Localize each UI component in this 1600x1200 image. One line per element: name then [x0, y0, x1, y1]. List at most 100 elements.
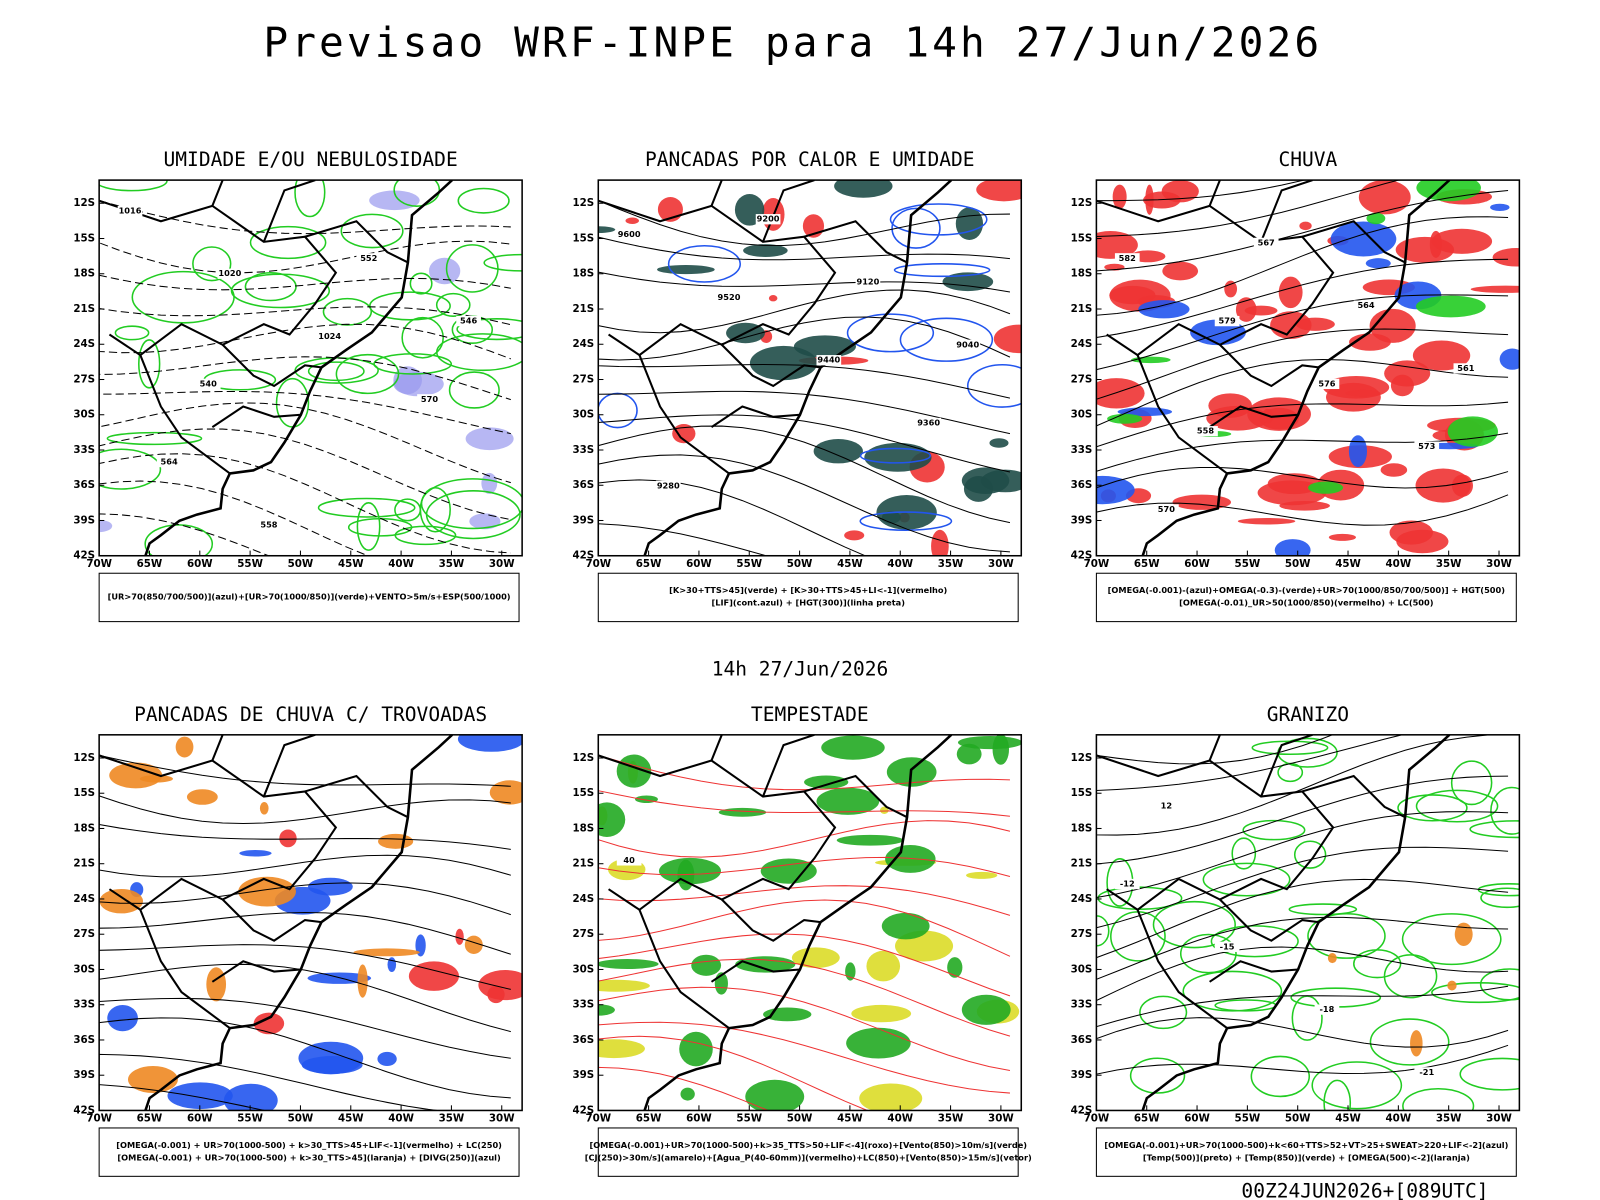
contour-label: 1016: [119, 205, 142, 215]
lon-label: 35W: [938, 1113, 964, 1125]
lon-label: 30W: [1486, 1113, 1512, 1125]
streamline: [598, 385, 1011, 435]
lon-label: 35W: [1436, 1113, 1462, 1125]
legend-text: [K>30+TTS>45](verde) + [K>30+TTS>45+LI<-…: [669, 585, 947, 595]
lat-label: 12S: [572, 197, 594, 209]
shading: [1117, 407, 1173, 417]
contour: [859, 511, 953, 531]
contour: [1202, 862, 1291, 897]
legend-text: [OMEGA(-0.001)+UR>70(1000-500)+k>35_TTS>…: [589, 1140, 1027, 1150]
shading: [167, 1082, 233, 1110]
label-bg: [217, 268, 243, 279]
lon-label: 65W: [636, 1113, 662, 1125]
shading: [206, 967, 227, 1002]
streamline: [99, 1084, 267, 1111]
shading: [804, 775, 849, 789]
border: [721, 344, 821, 388]
border: [761, 734, 815, 797]
shading: [598, 802, 626, 837]
legend-text: [LIF](cont.azul) + [HGT(300)](linha pret…: [711, 598, 905, 608]
streamline: [1096, 432, 1509, 479]
lat-label: 33S: [73, 999, 95, 1011]
label-bg: [1253, 237, 1279, 249]
border: [211, 734, 224, 761]
lat-label: 21S: [572, 303, 594, 315]
shading: [1328, 533, 1356, 541]
contour: [1323, 1079, 1352, 1111]
contour-label: 576: [1318, 378, 1335, 388]
contour-label: 9360: [917, 417, 940, 427]
lat-label: 42S: [1071, 550, 1093, 562]
streamline: [99, 817, 511, 850]
lat-label: 39S: [73, 514, 95, 526]
lon-label: 50W: [288, 1113, 314, 1125]
border: [211, 960, 301, 983]
streamline: [1096, 467, 1509, 510]
streamline: [1096, 494, 1509, 541]
border: [1208, 180, 1221, 207]
shading: [175, 736, 194, 758]
lat-label: 39S: [1071, 1069, 1093, 1081]
shading: [279, 829, 297, 848]
border: [803, 220, 908, 264]
figure-title: Previsao WRF-INPE para 14h 27/Jun/2026: [263, 18, 1322, 66]
label-bg: [1314, 1004, 1340, 1015]
label-bg: [655, 480, 681, 491]
shading: [1096, 378, 1145, 409]
lat-label: 15S: [73, 787, 95, 799]
streamline: [598, 878, 1011, 916]
contour-label: -21: [1419, 1067, 1434, 1077]
streamline: [99, 848, 511, 878]
contour: [859, 447, 932, 464]
shading: [1492, 248, 1520, 267]
lon-label: 65W: [137, 558, 163, 570]
shading: [749, 345, 818, 381]
lat-label: 18S: [1071, 822, 1093, 834]
contour: [899, 317, 994, 362]
contour-label: 579: [1219, 316, 1236, 326]
contour-label: 582: [1119, 253, 1136, 263]
streamline: [99, 231, 511, 274]
lat-label: 36S: [1071, 1034, 1093, 1046]
shading: [963, 475, 994, 502]
contour: [131, 270, 235, 324]
border: [638, 354, 730, 475]
streamline: [99, 480, 370, 556]
panel-title: UMIDADE E/OU NEBULOSIDADE: [164, 148, 458, 171]
legend-text: [OMEGA(-0.01)_UR>50(1000/850)(vermelho) …: [1179, 598, 1434, 608]
streamline: [99, 909, 511, 955]
streamline: [1096, 180, 1401, 238]
shading: [465, 427, 514, 451]
shading: [1366, 212, 1386, 225]
shading: [469, 513, 501, 530]
streamline: [1096, 946, 1509, 1003]
contour-label: 9200: [757, 214, 780, 224]
border: [1301, 220, 1406, 264]
shading: [109, 762, 163, 789]
shading: [186, 789, 218, 805]
lon-label: 70W: [1084, 1113, 1110, 1125]
lon-label: 45W: [338, 1113, 364, 1125]
lat-label: 30S: [1071, 963, 1093, 975]
map-panel: CHUVA 582 579 576 573 570 567 564 561 558 12S 15S 18…: [1071, 148, 1521, 623]
shading: [481, 472, 498, 494]
shading: [760, 858, 817, 884]
contour: [483, 253, 523, 272]
shading: [1470, 285, 1520, 293]
lon-label: 65W: [636, 558, 662, 570]
contour: [419, 486, 451, 533]
streamline: [99, 963, 511, 1033]
map-area: 40: [598, 734, 1022, 1111]
lat-label: 21S: [1071, 303, 1093, 315]
shading: [834, 180, 893, 198]
shading: [743, 244, 788, 257]
shading: [1274, 539, 1311, 556]
legend-box: [597, 572, 1019, 623]
lon-label: 45W: [338, 558, 364, 570]
map-panel: PANCADAS POR CALOR E UMIDADE 9600 9520 9440…: [572, 148, 1023, 623]
contour-label: 9600: [618, 229, 641, 239]
contour: [1353, 949, 1402, 979]
shading: [1454, 922, 1473, 946]
panel-title: PANCADAS DE CHUVA C/ TROVOADAS: [134, 703, 487, 726]
